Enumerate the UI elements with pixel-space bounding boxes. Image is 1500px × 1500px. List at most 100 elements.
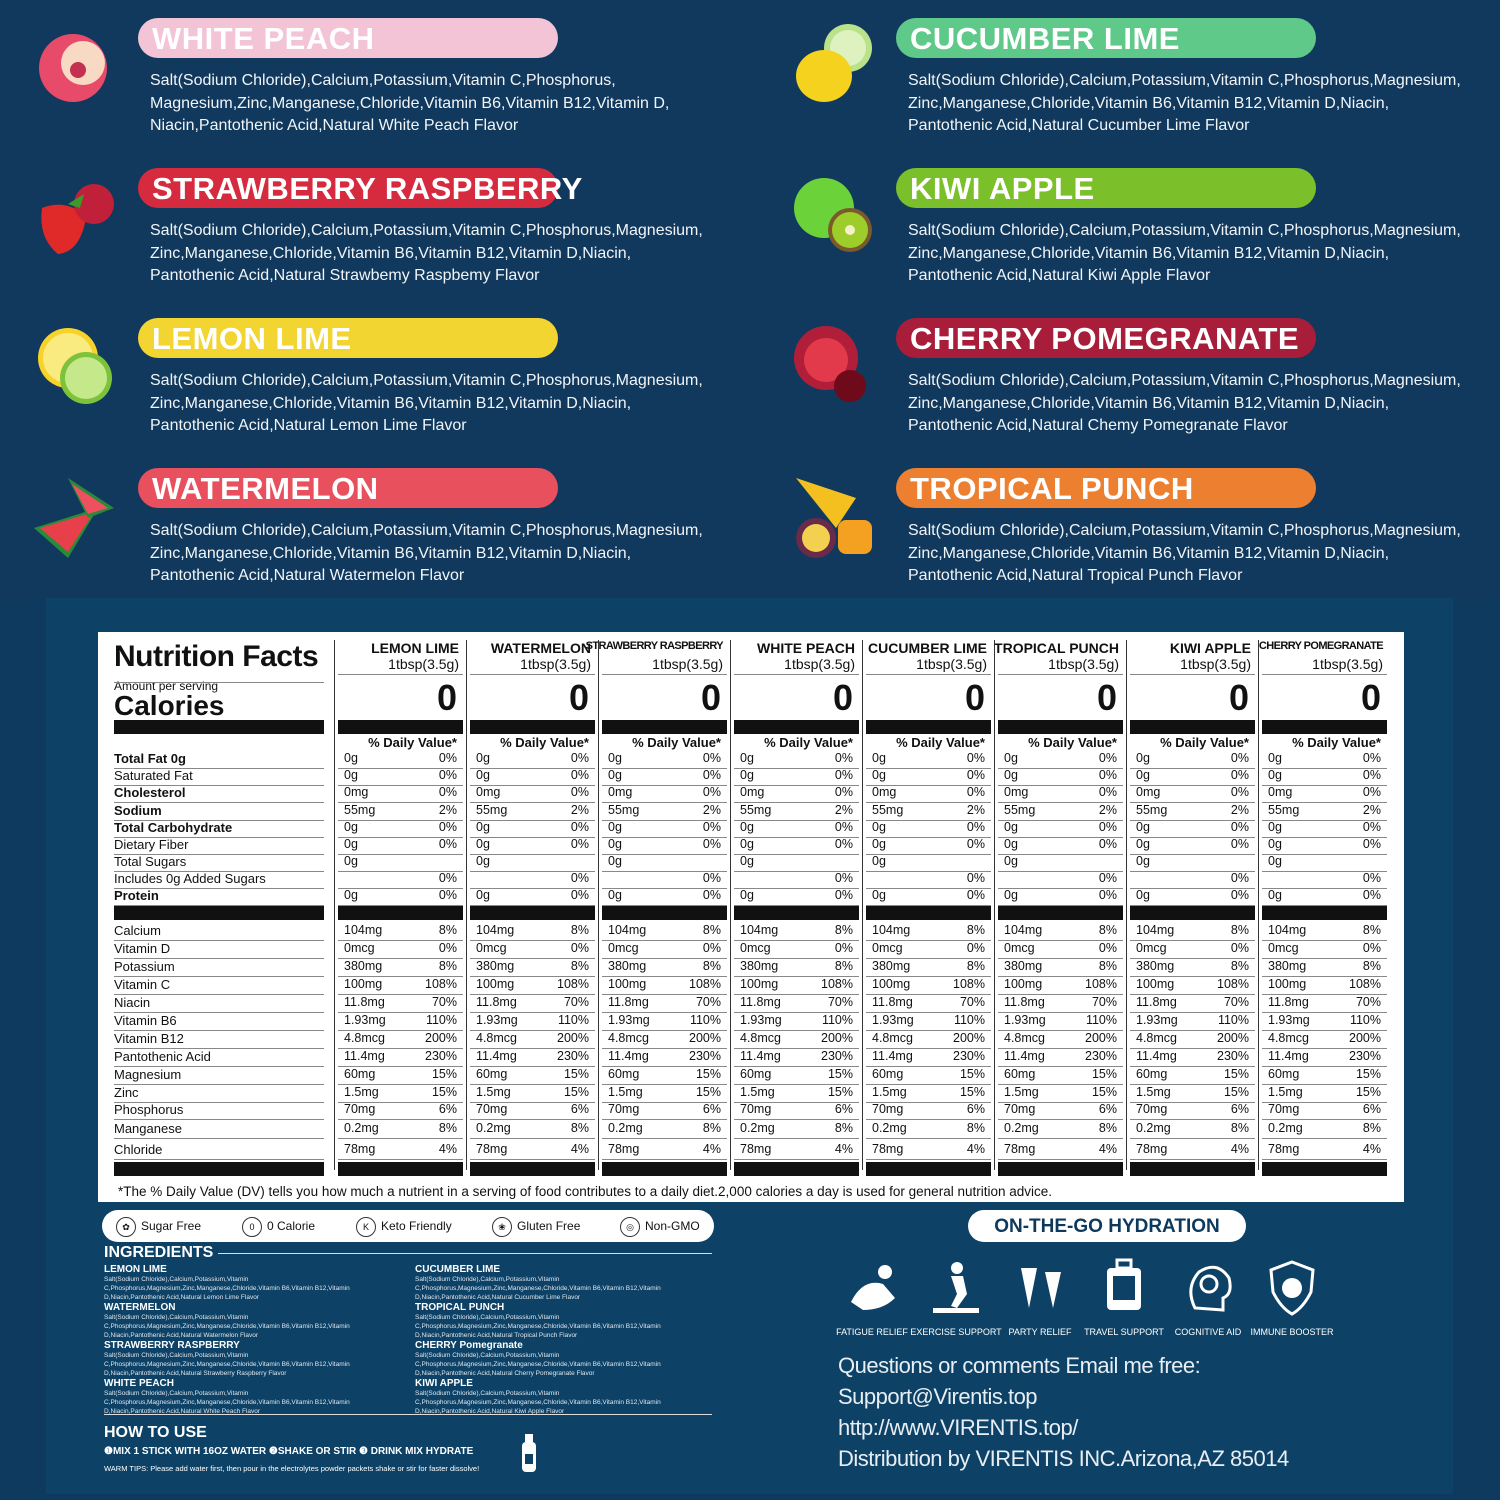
flavor-kiwi-apple: KIWI APPLE Salt(Sodium Chloride),Calcium,… <box>786 168 1500 308</box>
row-rule <box>470 820 595 821</box>
vitamin-percent: 6% <box>1362 1102 1381 1116</box>
thick-rule <box>1262 720 1387 734</box>
nutrient-percent: 2% <box>570 803 589 817</box>
row-rule <box>338 674 463 675</box>
flavor-ingredients: Salt(Sodium Chloride),Calcium,Potassium,… <box>150 520 740 588</box>
ingredient-line: Niacin,Pantothenic Acid,Natural White Pe… <box>150 117 519 134</box>
vitamin-amount: 78mg <box>740 1142 772 1156</box>
thick-rule <box>602 906 727 920</box>
badge-0-calorie: 0 0 Calorie <box>242 1210 315 1242</box>
vitamin-percent: 230% <box>1085 1049 1117 1063</box>
nutrient-amount: 0g <box>740 888 754 902</box>
benefit-label: IMMUNE BOOSTER <box>1250 1327 1334 1337</box>
vitamin-amount: 1.5mg <box>476 1085 511 1099</box>
nutrient-percent: 0% <box>702 820 721 834</box>
nutrient-amount: 0mg <box>1268 785 1293 799</box>
nutrient-amount: 0g <box>872 820 886 834</box>
vitamin-percent: 230% <box>689 1049 721 1063</box>
nutrient-amount: 0mg <box>1136 785 1161 799</box>
vitamin-percent: 108% <box>557 977 589 991</box>
vitamin-amount: 70mg <box>740 1102 772 1116</box>
vitamin-amount: 60mg <box>740 1067 772 1081</box>
row-rule <box>734 768 859 769</box>
vitamin-amount: 1.93mg <box>872 1013 914 1027</box>
row-rule <box>734 820 859 821</box>
ingredient-line: Pantothenic Acid,Natural Chemy Pomegrana… <box>908 417 1288 434</box>
nutrient-percent: 0% <box>438 871 457 885</box>
row-rule <box>998 802 1123 803</box>
row-rule <box>114 905 324 906</box>
nutrient-percent: 0% <box>702 888 721 902</box>
row-rule <box>998 1102 1123 1103</box>
row-rule <box>470 1138 595 1139</box>
nutrient-percent: 0% <box>438 820 457 834</box>
row-rule <box>602 785 727 786</box>
row-rule <box>866 1138 991 1139</box>
row-rule <box>734 976 859 977</box>
row-rule <box>1262 1119 1387 1120</box>
row-rule <box>866 940 991 941</box>
row-rule <box>1262 1066 1387 1067</box>
row-rule <box>734 674 859 675</box>
contact-url[interactable]: http://www.VIRENTIS.top/ <box>838 1415 1078 1440</box>
vitamin-amount: 78mg <box>1268 1142 1300 1156</box>
vitamin-amount: 104mg <box>872 923 911 937</box>
benefit-travel-support: TRAVEL SUPPORT <box>1074 1258 1174 1337</box>
vitamin-percent: 108% <box>953 977 985 991</box>
row-rule <box>866 976 991 977</box>
row-rule <box>114 768 324 769</box>
row-rule <box>734 1119 859 1120</box>
vitamin-amount: 1.93mg <box>608 1013 650 1027</box>
vitamin-amount: 0.2mg <box>740 1121 775 1135</box>
row-rule <box>470 905 595 906</box>
vitamin-percent: 15% <box>827 1085 853 1099</box>
nutrient-amount: 0g <box>1136 820 1150 834</box>
row-rule <box>1130 1048 1255 1049</box>
flavor-tropical-punch: TROPICAL PUNCH Salt(Sodium Chloride),Calc… <box>786 468 1500 608</box>
nutrient-percent: 0% <box>1362 751 1381 765</box>
vitamin-percent: 8% <box>1098 923 1117 937</box>
nutrient-percent: 0% <box>966 785 985 799</box>
vitamin-percent: 8% <box>570 1121 589 1135</box>
vitamin-amount: 4.8mcg <box>608 1031 649 1045</box>
vitamin-amount: 11.8mg <box>1004 995 1045 1009</box>
contact-email[interactable]: Support@Virentis.top <box>838 1384 1038 1409</box>
row-rule <box>470 976 595 977</box>
row-rule <box>114 1138 324 1139</box>
row-rule <box>114 1102 324 1103</box>
vitamin-amount: 380mg <box>1268 959 1307 973</box>
nutrient-amount: 0g <box>1268 768 1282 782</box>
nutrient-amount: 0g <box>476 751 490 765</box>
row-rule <box>470 1066 595 1067</box>
row-rule <box>602 976 727 977</box>
vitamin-label: Magnesium <box>114 1067 182 1082</box>
vitamin-percent: 70% <box>431 995 457 1009</box>
vitamin-amount: 380mg <box>344 959 383 973</box>
row-rule <box>1262 768 1387 769</box>
row-rule <box>734 905 859 906</box>
vitamin-amount: 70mg <box>476 1102 508 1116</box>
nutrient-percent: 0% <box>1230 888 1249 902</box>
calorie-value: 0 <box>700 677 721 718</box>
benefit-cognitive-aid: COGNITIVE AID <box>1158 1258 1258 1337</box>
vitamin-amount: 11.8mg <box>740 995 781 1009</box>
vitamin-percent: 200% <box>1349 1031 1381 1045</box>
nutrient-percent: 0% <box>1098 768 1117 782</box>
ingredients-divider <box>218 1253 712 1254</box>
nutrient-percent: 0% <box>1098 751 1117 765</box>
nutrient-percent: 0% <box>702 837 721 851</box>
vitamin-amount: 104mg <box>1268 923 1307 937</box>
row-rule <box>470 1048 595 1049</box>
vitamin-percent: 8% <box>966 959 985 973</box>
row-rule <box>734 1030 859 1031</box>
nutrient-amount: 0g <box>872 837 886 851</box>
row-rule <box>470 802 595 803</box>
thick-rule <box>470 906 595 920</box>
row-rule <box>866 1084 991 1085</box>
thick-rule <box>734 1162 859 1176</box>
vitamin-percent: 110% <box>1085 1013 1117 1027</box>
contact-block: Questions or comments Email me free: Sup… <box>838 1350 1289 1474</box>
nutrient-amount: 0g <box>608 751 622 765</box>
thick-rule <box>338 1162 463 1176</box>
nutrition-column-strawberry-raspberry: STRAWBERRY RASPBERRY 1tbsp(3.5g) 0 % Daily … <box>586 632 727 1176</box>
